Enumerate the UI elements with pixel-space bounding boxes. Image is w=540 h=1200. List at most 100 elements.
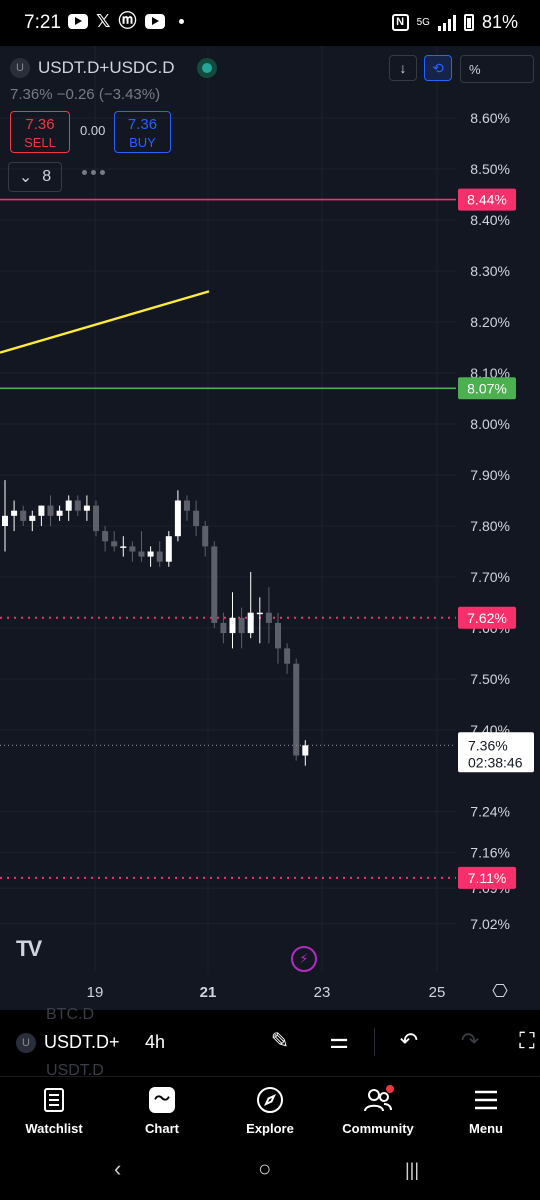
spread-value: 0.00 [80, 123, 106, 138]
next-symbol[interactable]: USDT.D [46, 1062, 104, 1079]
indicators-count: 8 [42, 168, 52, 185]
battery-icon [463, 14, 474, 31]
network-type: 5G [416, 17, 430, 28]
buy-button[interactable]: 7.36 BUY [114, 111, 171, 153]
candle [238, 607, 245, 649]
candle [47, 495, 54, 526]
menu-icon [436, 1085, 536, 1115]
sell-button[interactable]: 7.36 SELL [10, 111, 70, 153]
symbol-name[interactable]: USDT.D+USDC.D [38, 58, 175, 77]
youtube-icon [68, 13, 88, 29]
candle [102, 526, 109, 552]
tab-label: Menu [469, 1121, 503, 1136]
candle-body [193, 510, 200, 526]
indicators-icon[interactable]: ⚌ [329, 1028, 349, 1053]
price-tick-label: 8.00% [470, 416, 510, 432]
symbol-selector[interactable]: U USDT.D+ [16, 1032, 120, 1053]
level-label-bg [458, 188, 516, 211]
candle [65, 495, 72, 521]
candle [174, 490, 181, 542]
symbol-label: USDT.D+ [44, 1032, 120, 1052]
coinmarketcap-icon: ⓜ [118, 11, 137, 31]
youtube-icon [144, 13, 165, 29]
candle-body [229, 617, 236, 634]
candle [193, 500, 200, 537]
download-button[interactable]: ↓ [389, 55, 417, 81]
settings-icon[interactable]: ⎔ [492, 981, 508, 1001]
candle-body [275, 622, 281, 649]
candle [2, 480, 8, 552]
buy-price: 7.36 [127, 116, 158, 133]
clock: 7:21 [24, 12, 61, 33]
symbol-header[interactable]: U USDT.D+USDC.D [10, 58, 217, 78]
candle [247, 571, 254, 639]
undo-icon[interactable]: ↶ [399, 1028, 419, 1053]
price-tick-label: 8.50% [470, 161, 510, 177]
candle [293, 658, 300, 761]
signal-icon [437, 14, 456, 31]
bar-countdown-label: 02:38:46 [468, 754, 523, 770]
compass-icon [220, 1085, 320, 1115]
candle [147, 546, 154, 567]
candle-body [111, 541, 118, 547]
level-label: 8.07% [467, 380, 507, 396]
candle-body [256, 612, 263, 615]
candle [302, 740, 309, 766]
pen-icon[interactable]: ✎ [270, 1028, 290, 1053]
candle [265, 587, 272, 644]
candle-body [238, 617, 245, 634]
previous-symbol[interactable]: BTC.D [46, 1006, 94, 1023]
price-tick-label: 7.80% [470, 518, 510, 534]
candlestick-chart[interactable]: 8.60% 8.50% 8.40% 8.30% 8.20% 8.10% 8.00% 7.90%… [0, 46, 540, 1010]
tab-watchlist[interactable]: Watchlist [4, 1085, 104, 1136]
candle-body [65, 500, 72, 511]
replay-toggle-button[interactable]: ⟲ [424, 55, 452, 81]
notification-badge [386, 1085, 394, 1093]
bolt-icon[interactable]: ⚡ [291, 946, 317, 972]
chart-toolbar: BTC.D U USDT.D+ 4h USDT.D ✎ ⚌ ↶ ↷ ⛶ [0, 1006, 540, 1079]
candle-body [47, 505, 54, 516]
tab-chart[interactable]: 〜 Chart [112, 1085, 212, 1136]
chart-pane[interactable]: 8.60% 8.50% 8.40% 8.30% 8.20% 8.10% 8.00% 7.90%… [0, 46, 540, 1010]
price-tick-label: 8.10% [470, 365, 510, 381]
back-icon[interactable]: ‹ [114, 1156, 122, 1181]
candle [120, 536, 127, 557]
tab-menu[interactable]: Menu [436, 1085, 536, 1136]
candle-body [74, 500, 81, 511]
more-indicators-button[interactable] [82, 170, 105, 175]
price-tick-label: 8.20% [470, 314, 510, 330]
chart-icon: 〜 [112, 1085, 212, 1115]
price-tick-label: 7.02% [470, 916, 510, 932]
candle [56, 505, 63, 521]
candle-body [165, 536, 172, 562]
price-tick-label: 7.50% [470, 671, 510, 687]
candle-body [156, 551, 163, 562]
divider [374, 1028, 375, 1056]
level-label: 8.44% [467, 192, 507, 208]
indicators-toggle[interactable]: ⌄ 8 [8, 162, 62, 192]
tab-bar: Watchlist 〜 Chart Explore Community Menu [0, 1076, 540, 1142]
candle-body [220, 622, 227, 634]
candle [38, 505, 45, 526]
home-icon[interactable]: ○ [258, 1156, 272, 1181]
tradingview-logo: TV [16, 936, 42, 961]
candle [93, 500, 99, 537]
tab-label: Community [342, 1121, 414, 1136]
interval-selector[interactable]: 4h [145, 1032, 166, 1052]
recents-icon[interactable]: ||| [405, 1160, 420, 1180]
fullscreen-icon[interactable]: ⛶ [519, 1028, 535, 1053]
time-tick-label: 21 [200, 984, 217, 1001]
sell-price: 7.36 [25, 116, 55, 133]
status-bar: 7:21 𝕏 ⓜ N 5G 81% [0, 0, 540, 46]
tab-community[interactable]: Community [328, 1085, 428, 1136]
tab-explore[interactable]: Explore [220, 1085, 320, 1136]
candle-body [293, 663, 300, 756]
candle-body [56, 510, 63, 516]
candle [229, 592, 236, 649]
candle [256, 597, 263, 644]
candle [165, 531, 172, 567]
scale-input[interactable] [460, 55, 534, 83]
candle [129, 541, 136, 562]
candle-body [120, 546, 127, 548]
price-tick-label: 7.70% [470, 569, 510, 585]
